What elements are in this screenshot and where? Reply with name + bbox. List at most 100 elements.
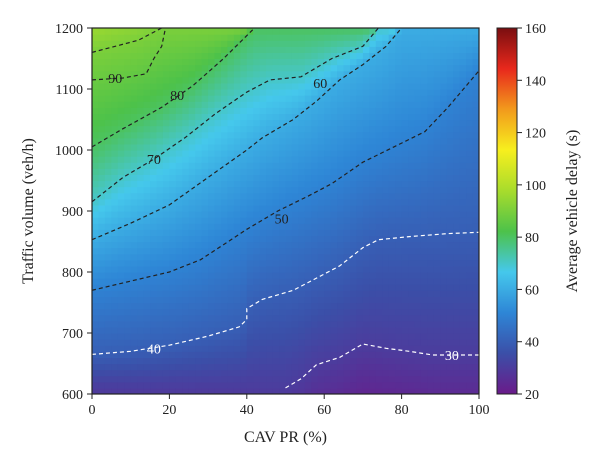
heatmap-cell (466, 302, 474, 310)
heatmap-cell (395, 198, 403, 206)
heatmap-cell (188, 180, 196, 188)
heatmap-cell (124, 381, 132, 389)
heatmap-cell (350, 369, 358, 377)
heatmap-cell (375, 241, 383, 249)
heatmap-cell (124, 52, 132, 60)
heatmap-cell (214, 235, 222, 243)
heatmap-cell (188, 168, 196, 175)
heatmap-cell (388, 235, 396, 243)
heatmap-cell (111, 314, 119, 322)
heatmap-cell (446, 375, 454, 383)
heatmap-cell (175, 58, 183, 66)
heatmap-cell (92, 101, 100, 108)
heatmap-cell (330, 308, 338, 316)
heatmap-cell (453, 107, 461, 114)
heatmap-cell (104, 143, 112, 151)
heatmap-cell (382, 186, 390, 194)
heatmap-cell (182, 235, 190, 243)
heatmap-cell (343, 381, 351, 389)
heatmap-cell (111, 198, 119, 206)
heatmap-cell (240, 125, 248, 133)
heatmap-cell (221, 235, 229, 243)
heatmap-cell (472, 235, 479, 243)
heatmap-cell (343, 131, 351, 139)
heatmap-cell (124, 272, 132, 279)
heatmap-cell (162, 113, 170, 121)
heatmap-cell (233, 333, 241, 340)
heatmap-cell (291, 259, 299, 267)
heatmap-cell (453, 345, 461, 352)
heatmap-cell (446, 119, 454, 127)
heatmap-cell (208, 143, 216, 151)
heatmap-cell (356, 381, 364, 389)
heatmap-cell (92, 223, 100, 230)
heatmap-cell (162, 125, 170, 133)
heatmap-cell (453, 101, 461, 108)
heatmap-cell (388, 241, 396, 249)
heatmap-cell (246, 82, 254, 90)
heatmap-cell (291, 137, 299, 145)
heatmap-cell (266, 46, 274, 53)
heatmap-cell (156, 125, 164, 133)
heatmap-cell (356, 326, 364, 334)
heatmap-cell (382, 235, 390, 243)
heatmap-cell (92, 168, 100, 175)
heatmap-cell (324, 162, 332, 169)
heatmap-cell (369, 82, 377, 90)
heatmap-cell (188, 89, 196, 96)
heatmap-cell (291, 28, 299, 35)
heatmap-cell (143, 259, 151, 267)
heatmap-cell (253, 174, 261, 182)
heatmap-cell (311, 89, 319, 96)
heatmap-cell (414, 345, 422, 352)
heatmap-cell (466, 113, 474, 121)
heatmap-cell (337, 198, 345, 206)
heatmap-cell (272, 326, 280, 334)
heatmap-cell (240, 34, 248, 41)
heatmap-cell (233, 326, 241, 334)
heatmap-cell (266, 137, 274, 145)
heatmap-cell (92, 46, 100, 53)
heatmap-cell (446, 235, 454, 243)
heatmap-cell (104, 308, 112, 316)
heatmap-cell (272, 369, 280, 377)
heatmap-cell (446, 40, 454, 47)
heatmap-cell (98, 162, 106, 169)
heatmap-cell (227, 235, 235, 243)
heatmap-cell (337, 290, 345, 297)
heatmap-cell (362, 150, 370, 157)
heatmap-cell (175, 320, 183, 328)
heatmap-cell (408, 369, 416, 377)
heatmap-cell (375, 259, 383, 267)
heatmap-cell (362, 211, 370, 218)
heatmap-cell (124, 235, 132, 243)
heatmap-cell (408, 28, 416, 35)
heatmap-cell (472, 345, 479, 352)
heatmap-cell (162, 70, 170, 78)
heatmap-cell (324, 58, 332, 66)
heatmap-cell (317, 296, 325, 304)
heatmap-cell (311, 223, 319, 230)
heatmap-cell (124, 217, 132, 224)
heatmap-cell (259, 235, 267, 243)
heatmap-cell (440, 278, 448, 285)
heatmap-cell (285, 363, 293, 371)
heatmap-cell (124, 363, 132, 371)
heatmap-cell (395, 204, 403, 212)
heatmap-cell (401, 198, 409, 206)
heatmap-cell (395, 46, 403, 53)
heatmap-cell (401, 375, 409, 383)
heatmap-cell (233, 180, 241, 188)
heatmap-cell (466, 296, 474, 304)
heatmap-cell (401, 351, 409, 358)
heatmap-cell (433, 28, 441, 35)
heatmap-cell (130, 387, 138, 394)
heatmap-cell (182, 82, 190, 90)
heatmap-cell (195, 265, 203, 273)
heatmap-cell (304, 333, 312, 340)
heatmap-cell (253, 253, 261, 261)
heatmap-cell (414, 119, 422, 127)
heatmap-cell (395, 70, 403, 78)
heatmap-cell (111, 235, 119, 243)
heatmap-cell (330, 345, 338, 352)
